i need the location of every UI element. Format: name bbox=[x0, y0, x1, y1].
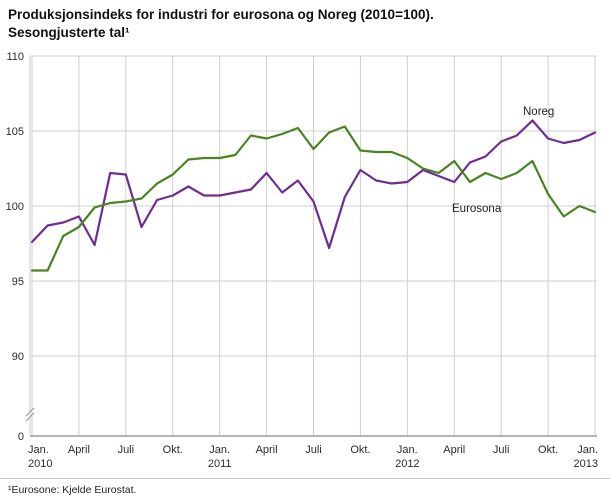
y-tick-label: 110 bbox=[6, 51, 24, 63]
y-tick-label: 105 bbox=[6, 126, 24, 138]
x-tick-label: Juli bbox=[305, 444, 322, 456]
chart-canvas: 110 105 100 95 90 Jan. 2010 April Juli Okt. Jan. 20… bbox=[6, 51, 598, 470]
axis-break-icon bbox=[25, 412, 35, 422]
y-tick-label: 95 bbox=[12, 276, 24, 288]
x-tick-label: Okt. bbox=[163, 444, 183, 456]
x-tick-year-label: 2010 bbox=[28, 458, 52, 470]
x-tick-label: Okt. bbox=[350, 444, 370, 456]
x-tick-label: April bbox=[256, 444, 278, 456]
y-tick-label: 100 bbox=[6, 201, 24, 213]
x-tick-label: April bbox=[68, 444, 90, 456]
footnote-block: ¹Eurosone: Kjelde Eurostat. bbox=[0, 477, 610, 496]
line-chart: 110 105 100 95 90 Jan. 2010 April Juli Okt. Jan. 20… bbox=[0, 44, 610, 476]
x-tick-label: Jan. bbox=[209, 444, 230, 456]
x-tick-year-label: 2012 bbox=[395, 458, 419, 470]
chart-title: Produksjonsindeks for industri for euros… bbox=[0, 0, 610, 44]
y-tick-label: 90 bbox=[12, 351, 24, 363]
series-label-noreg: Noreg bbox=[523, 106, 554, 118]
axis-break-icon bbox=[25, 407, 35, 417]
x-tick-year-label: 2011 bbox=[208, 458, 232, 470]
series-line-noreg bbox=[30, 119, 597, 249]
x-tick-label: Jan. bbox=[397, 444, 418, 456]
x-tick-label: Juli bbox=[493, 444, 510, 456]
x-tick-label: Okt. bbox=[538, 444, 558, 456]
x-tick-label: Juli bbox=[118, 444, 135, 456]
y-base-label: 0 bbox=[18, 431, 24, 443]
footnote-text: ¹Eurosone: Kjelde Eurostat. bbox=[8, 483, 137, 496]
x-tick-label: Jan. bbox=[577, 444, 598, 456]
chart-title-line1: Produksjonsindeks for industri for euros… bbox=[8, 7, 434, 22]
series-label-eurosona: Eurosona bbox=[452, 203, 502, 215]
chart-title-line2: Sesongjusterte tal¹ bbox=[8, 24, 130, 40]
series-line-eurosona bbox=[30, 125, 597, 272]
x-tick-label: April bbox=[443, 444, 465, 456]
x-tick-year-label: 2013 bbox=[574, 458, 598, 470]
x-tick-label: Jan. bbox=[28, 444, 49, 456]
